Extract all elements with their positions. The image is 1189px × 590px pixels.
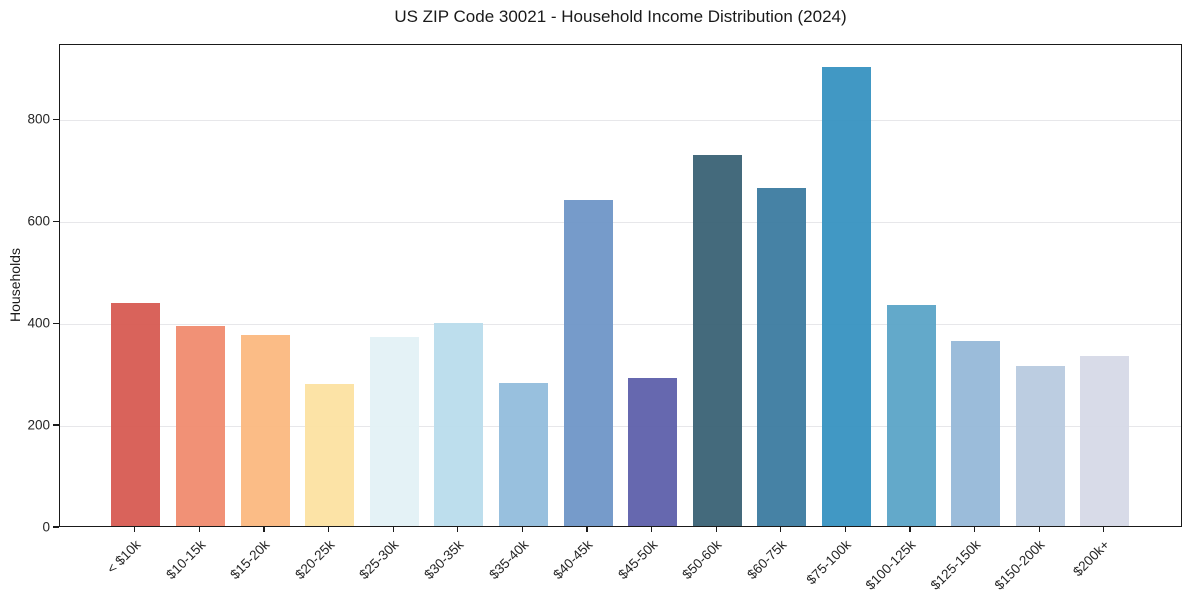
- x-tick-label: $20-25k: [292, 537, 338, 583]
- x-tick-mark: [650, 527, 653, 532]
- x-tick-label: $35-40k: [485, 537, 531, 583]
- gridline-y-600: [60, 221, 1181, 223]
- y-tick-mark-200: [53, 424, 59, 426]
- x-tick-mark: [973, 527, 976, 532]
- y-axis-label: Households: [7, 248, 23, 322]
- x-tick-mark: [844, 527, 847, 532]
- x-tick-label: $25-30k: [356, 537, 402, 583]
- x-tick-label: $50-60k: [679, 537, 725, 583]
- y-tick-mark-800: [53, 118, 59, 121]
- bar: [1080, 356, 1130, 526]
- y-tick-mark-0: [53, 526, 59, 528]
- bar: [757, 187, 807, 526]
- x-tick-label: $150-200k: [992, 537, 1048, 590]
- x-tick-label: $125-150k: [927, 537, 984, 590]
- bar: [563, 200, 613, 526]
- y-tick-mark-400: [53, 322, 59, 324]
- x-tick-mark: [134, 527, 136, 532]
- gridline-y-400: [60, 323, 1181, 325]
- bar: [821, 67, 871, 526]
- x-tick-label: $60-75k: [744, 537, 790, 583]
- y-tick-mark-600: [53, 220, 59, 222]
- bar: [692, 154, 742, 526]
- x-tick-mark: [392, 527, 394, 532]
- x-tick-mark: [586, 527, 588, 532]
- y-tick-label-600: 600: [27, 213, 50, 229]
- chart-title: US ZIP Code 30021 - Household Income Dis…: [394, 7, 847, 26]
- y-tick-label-400: 400: [27, 315, 50, 331]
- x-tick-mark: [715, 527, 717, 532]
- x-tick-label: $75-100k: [803, 537, 854, 588]
- y-tick-label-0: 0: [42, 519, 50, 535]
- x-tick-mark: [198, 527, 201, 532]
- x-tick-label: < $10k: [103, 537, 144, 577]
- plot-area: [59, 44, 1182, 527]
- bar: [498, 383, 548, 526]
- x-tick-mark: [1103, 527, 1105, 532]
- bar: [111, 303, 161, 526]
- bar: [369, 336, 419, 526]
- x-tick-mark: [457, 527, 459, 532]
- x-tick-mark: [909, 527, 911, 532]
- x-tick-mark: [327, 527, 330, 532]
- x-tick-label: $15-20k: [227, 537, 273, 583]
- y-tick-label-200: 200: [27, 417, 50, 433]
- x-tick-label: $200k+: [1070, 537, 1113, 580]
- bar: [305, 384, 355, 526]
- x-tick-label: $45-50k: [615, 537, 661, 583]
- x-tick-label: $100-125k: [862, 537, 919, 590]
- bar: [886, 305, 936, 526]
- bar: [434, 323, 484, 526]
- x-tick-label: $30-35k: [421, 537, 467, 583]
- gridline-y-800: [60, 119, 1181, 121]
- x-tick-mark: [263, 527, 265, 532]
- bar: [1015, 365, 1065, 526]
- x-tick-mark: [1038, 527, 1040, 532]
- x-tick-label: $40-45k: [550, 537, 596, 583]
- y-tick-label-800: 800: [27, 111, 50, 127]
- x-tick-mark: [521, 527, 524, 532]
- x-tick-mark: [780, 527, 782, 532]
- bar: [175, 326, 225, 526]
- bar: [951, 340, 1001, 526]
- bar: [628, 378, 678, 526]
- bar: [240, 335, 290, 526]
- gridline-y-200: [60, 425, 1181, 427]
- x-tick-label: $10-15k: [162, 537, 208, 583]
